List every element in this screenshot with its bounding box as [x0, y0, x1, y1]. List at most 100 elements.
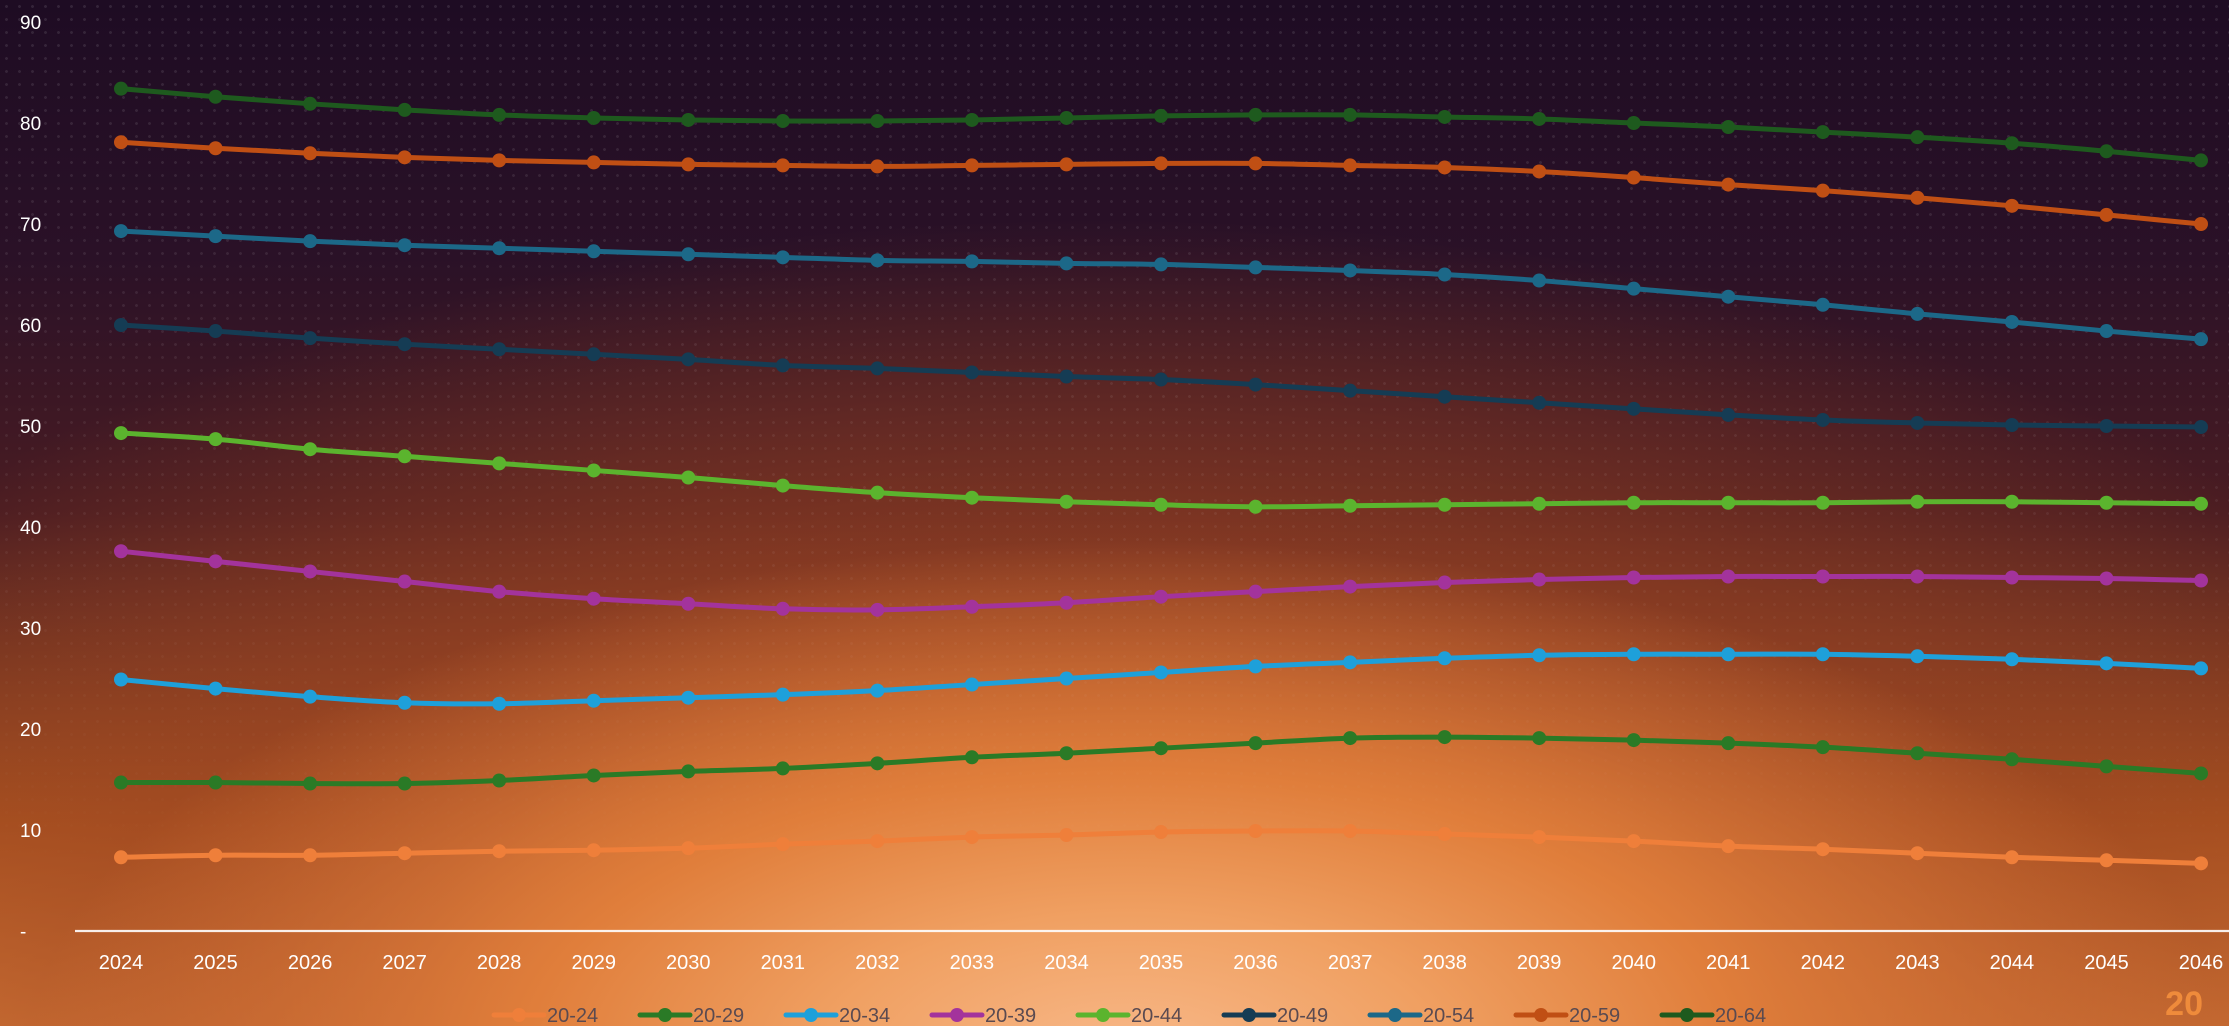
- data-point: [1248, 377, 1263, 392]
- data-point: [1815, 412, 1830, 427]
- data-point: [870, 485, 885, 500]
- series-20-29: [114, 730, 2208, 791]
- data-point: [2194, 153, 2208, 168]
- data-point: [1248, 584, 1263, 599]
- data-point: [2099, 207, 2114, 222]
- data-point: [2099, 495, 2114, 510]
- data-point: [1248, 499, 1263, 514]
- data-point: [775, 837, 790, 852]
- data-point: [492, 456, 507, 471]
- data-point: [1626, 834, 1641, 849]
- data-point: [1059, 256, 1074, 271]
- data-point: [1343, 498, 1358, 513]
- data-point: [303, 564, 318, 579]
- x-tick-label: 2031: [761, 952, 806, 974]
- data-point: [1532, 273, 1547, 288]
- data-point: [1815, 297, 1830, 312]
- data-point: [1437, 827, 1452, 842]
- data-point: [1532, 164, 1547, 179]
- data-point: [964, 254, 979, 269]
- data-point: [1059, 494, 1074, 509]
- data-point: [492, 696, 507, 711]
- x-tick-label: 2026: [288, 952, 333, 974]
- data-point: [1910, 494, 1925, 509]
- data-point: [208, 554, 223, 569]
- x-tick-label: 2027: [382, 952, 427, 974]
- y-tick-label: 70: [20, 215, 41, 236]
- data-point: [114, 224, 128, 239]
- data-point: [397, 102, 412, 117]
- data-point: [1626, 401, 1641, 416]
- data-point: [1626, 733, 1641, 748]
- data-point: [1910, 415, 1925, 430]
- data-point: [1910, 130, 1925, 145]
- data-point: [303, 331, 318, 346]
- data-point: [775, 113, 790, 128]
- data-point: [964, 830, 979, 845]
- y-axis-ticks: - 10 20 30 40 50 60 70 80 90: [20, 13, 41, 943]
- data-point: [1815, 740, 1830, 755]
- data-point: [1532, 395, 1547, 410]
- data-point: [1437, 389, 1452, 404]
- data-point: [114, 850, 128, 865]
- data-point: [492, 584, 507, 599]
- data-point: [1910, 746, 1925, 761]
- y-tick-label: 60: [20, 316, 41, 337]
- data-point: [2004, 652, 2019, 667]
- data-point: [1154, 589, 1168, 604]
- y-tick-label: 50: [20, 417, 41, 438]
- data-point: [1343, 655, 1358, 670]
- data-point: [1910, 190, 1925, 205]
- data-point: [775, 158, 790, 173]
- data-point: [208, 229, 223, 244]
- data-point: [114, 672, 128, 687]
- data-point: [1248, 659, 1263, 674]
- data-point: [586, 155, 601, 170]
- data-point: [775, 358, 790, 373]
- data-point: [2004, 752, 2019, 767]
- data-point: [114, 544, 128, 559]
- data-point: [1343, 263, 1358, 278]
- data-point: [1721, 407, 1736, 422]
- legend-swatch-marker: [1242, 1008, 1256, 1022]
- series-line: [118, 86, 2204, 163]
- data-point: [2004, 494, 2019, 509]
- data-point: [1248, 824, 1263, 839]
- data-point: [1721, 177, 1736, 192]
- series-20-44: [114, 426, 2208, 514]
- legend-item: 20-64: [1659, 1005, 1766, 1026]
- legend-swatch-marker: [658, 1008, 672, 1022]
- y-tick-label: -: [20, 922, 26, 943]
- data-point: [1721, 120, 1736, 135]
- legend-swatch-marker: [1096, 1008, 1110, 1022]
- data-point: [1437, 651, 1452, 666]
- x-tick-label: 2035: [1139, 952, 1184, 974]
- data-point: [2194, 573, 2208, 588]
- data-point: [1721, 736, 1736, 751]
- data-point: [1815, 842, 1830, 857]
- data-point: [303, 776, 318, 791]
- data-point: [492, 773, 507, 788]
- data-point: [1343, 824, 1358, 839]
- data-point: [681, 247, 696, 262]
- data-point: [681, 764, 696, 779]
- data-point: [2099, 656, 2114, 671]
- data-point: [586, 591, 601, 606]
- y-tick-label: 20: [20, 720, 41, 741]
- data-point: [1248, 156, 1263, 171]
- data-point: [303, 848, 318, 863]
- legend-label: 20-59: [1569, 1005, 1620, 1026]
- legend-label: 20-39: [985, 1005, 1036, 1026]
- series-20-34: [114, 647, 2208, 711]
- data-point: [681, 352, 696, 367]
- data-point: [964, 599, 979, 614]
- legend-item: 20-24: [491, 1005, 598, 1026]
- data-point: [1910, 306, 1925, 321]
- data-point: [303, 442, 318, 457]
- legend-swatch-marker: [1388, 1008, 1402, 1022]
- data-point: [1910, 846, 1925, 861]
- x-tick-label: 2045: [2084, 952, 2129, 974]
- data-point: [208, 848, 223, 863]
- data-point: [1437, 575, 1452, 590]
- data-point: [870, 361, 885, 376]
